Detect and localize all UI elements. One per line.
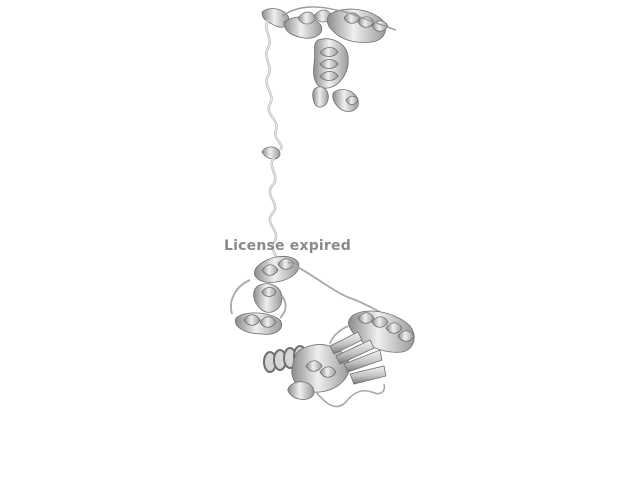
middle-helical-domain bbox=[235, 255, 300, 335]
middle-domain-loops bbox=[230, 261, 381, 319]
top-helical-domain bbox=[261, 8, 389, 112]
lower-domain-loops bbox=[315, 325, 386, 408]
license-watermark: License expired bbox=[224, 238, 351, 254]
linker-coil-upper bbox=[265, 19, 283, 151]
lower-right-helix bbox=[348, 310, 415, 353]
lower-domain-core bbox=[287, 331, 387, 400]
small-helix-turn bbox=[261, 146, 281, 160]
top-domain-loop bbox=[281, 6, 397, 31]
